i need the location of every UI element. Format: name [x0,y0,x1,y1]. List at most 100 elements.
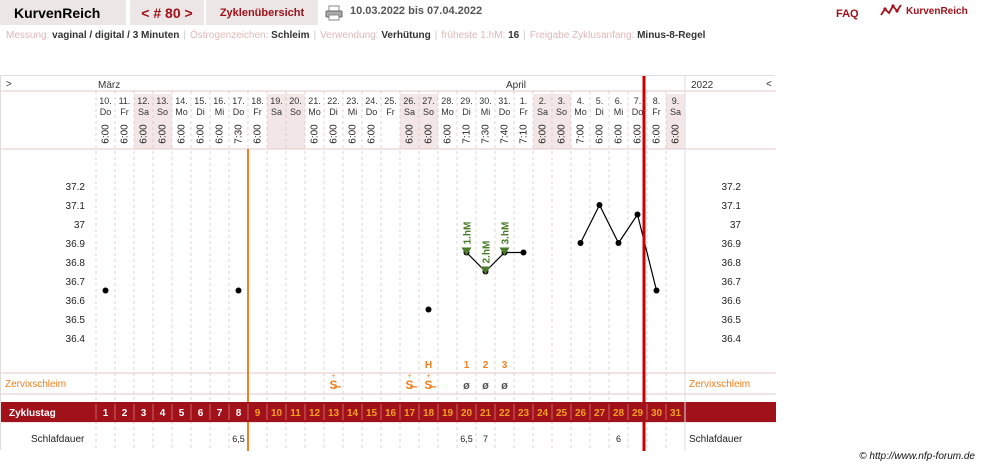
nav-prev-button[interactable]: > [6,79,12,90]
higher-measurement-marker [480,266,491,275]
cycle-navigator[interactable]: < # 80 > [130,0,206,25]
weekday-label: Do [366,107,378,117]
chart-svg: > <März April 202210.Do6:0011.Fr6:0012.Sa6:… [1,76,776,451]
date-label: 3. [558,96,566,106]
temp-axis-label-right: 36.8 [722,258,742,269]
date-label: 14. [175,96,188,106]
weekday-label: Do [499,107,511,117]
time-label: 6:00 [101,124,112,144]
higher-measurement-label: 2.hM [482,241,493,264]
cycle-day-number: 10 [271,408,283,419]
weekend-column [533,94,552,149]
faq-link[interactable]: FAQ [836,8,859,20]
temperature-point [235,287,242,294]
date-label: 7. [634,96,642,106]
weekend-column [153,94,172,149]
weekday-label: Sa [404,107,415,117]
chart-background [1,76,776,451]
time-label: 6:00 [557,124,568,144]
date-label: 1. [520,96,528,106]
cycle-day-band [1,402,776,422]
sleep-row-label-left: Schlafdauer [31,434,85,445]
print-button[interactable] [320,0,350,25]
param-separator: | [523,30,526,41]
time-label: 6:00 [367,124,378,144]
cervix-row-label-right: Zervixschleim [689,379,750,390]
brand-label: KurvenReich [906,5,968,17]
time-label: 7:30 [234,124,245,144]
date-label: 23. [346,96,359,106]
time-label: 6:00 [405,124,416,144]
date-label: 6. [615,96,623,106]
time-label: 6:00 [671,124,682,144]
param-label: Östrogenzeichen: [190,30,272,41]
date-label: 22. [327,96,340,106]
temperature-point [520,249,527,256]
date-label: 20. [289,96,302,106]
copyright: © http://www.nfp-forum.de [859,451,975,462]
cycle-day-number: 4 [160,408,166,419]
top-bar: KurvenReich < # 80 > Zyklenübersicht 10.… [0,0,981,25]
temp-axis-label-right: 36.6 [722,296,742,307]
cycle-day-number: 29 [632,408,644,419]
date-label: 18. [251,96,264,106]
cycle-day-label: Zyklustag [9,408,56,419]
temp-axis-label-right: 37.2 [722,182,742,193]
cervix-plus-mark: + [331,373,335,380]
weekend-column [419,94,438,149]
weekday-label: Mo [308,107,321,117]
cycle-day-number: 31 [670,408,682,419]
app-title[interactable]: KurvenReich [0,0,128,25]
date-label: 15. [194,96,207,106]
time-label: 7:00 [576,124,587,144]
cycle-day-number: 3 [141,408,147,419]
cycle-overview-link[interactable]: Zyklenübersicht [206,0,320,25]
month-label-march: März [98,80,120,91]
cervix-symbol: ø [501,380,508,392]
weekday-label: So [423,107,434,117]
cervix-symbol: ø [463,380,470,392]
cycle-day-number: 2 [122,408,128,419]
cycle-day-number: 1 [103,408,109,419]
param-value: vaginal / digital / 3 Minuten [52,30,180,41]
sleep-value: 6,5 [232,434,245,444]
time-label: 6:00 [310,124,321,144]
weekday-label: Fr [253,107,262,117]
peak-label: 1 [464,360,470,371]
time-label: 6:00 [139,124,150,144]
date-label: 2. [539,96,547,106]
time-label: 6:00 [120,124,131,144]
cycle-day-number: 19 [442,408,454,419]
time-label: 6:00 [196,124,207,144]
brand-logo[interactable]: KurvenReich [880,3,968,19]
peak-label: H [425,360,432,371]
temp-axis-label-left: 37.1 [66,201,86,212]
weekday-label: Di [196,107,205,117]
date-label: 25. [384,96,397,106]
cycle-day-number: 7 [217,408,223,419]
time-label: 7:10 [462,124,473,144]
temp-axis-label-right: 36.5 [722,315,742,326]
nav-next-button[interactable]: < [766,79,772,90]
param-value: Minus-8-Regel [637,30,706,41]
weekday-label: Di [329,107,338,117]
time-label: 6:00 [595,124,606,144]
cycle-day-number: 24 [537,408,549,419]
thermometer-curve-icon [880,4,902,16]
temp-axis-label-right: 36.4 [722,334,742,345]
higher-measurement-label: 3.hM [501,222,512,245]
weekday-label: Mi [614,107,624,117]
time-label: 6:00 [329,124,340,144]
cycle-day-number: 26 [575,408,587,419]
date-label: 31. [498,96,511,106]
temperature-point [615,240,622,246]
date-label: 30. [479,96,492,106]
param-separator: | [313,30,317,41]
temp-axis-label-right: 37.1 [722,201,742,212]
weekend-column [286,94,305,149]
date-label: 13. [156,96,169,106]
temp-axis-label-right: 36.9 [722,239,742,250]
cycle-day-number: 13 [328,408,340,419]
param-value: Schleim [271,30,310,41]
param-value: Verhütung [381,30,431,41]
